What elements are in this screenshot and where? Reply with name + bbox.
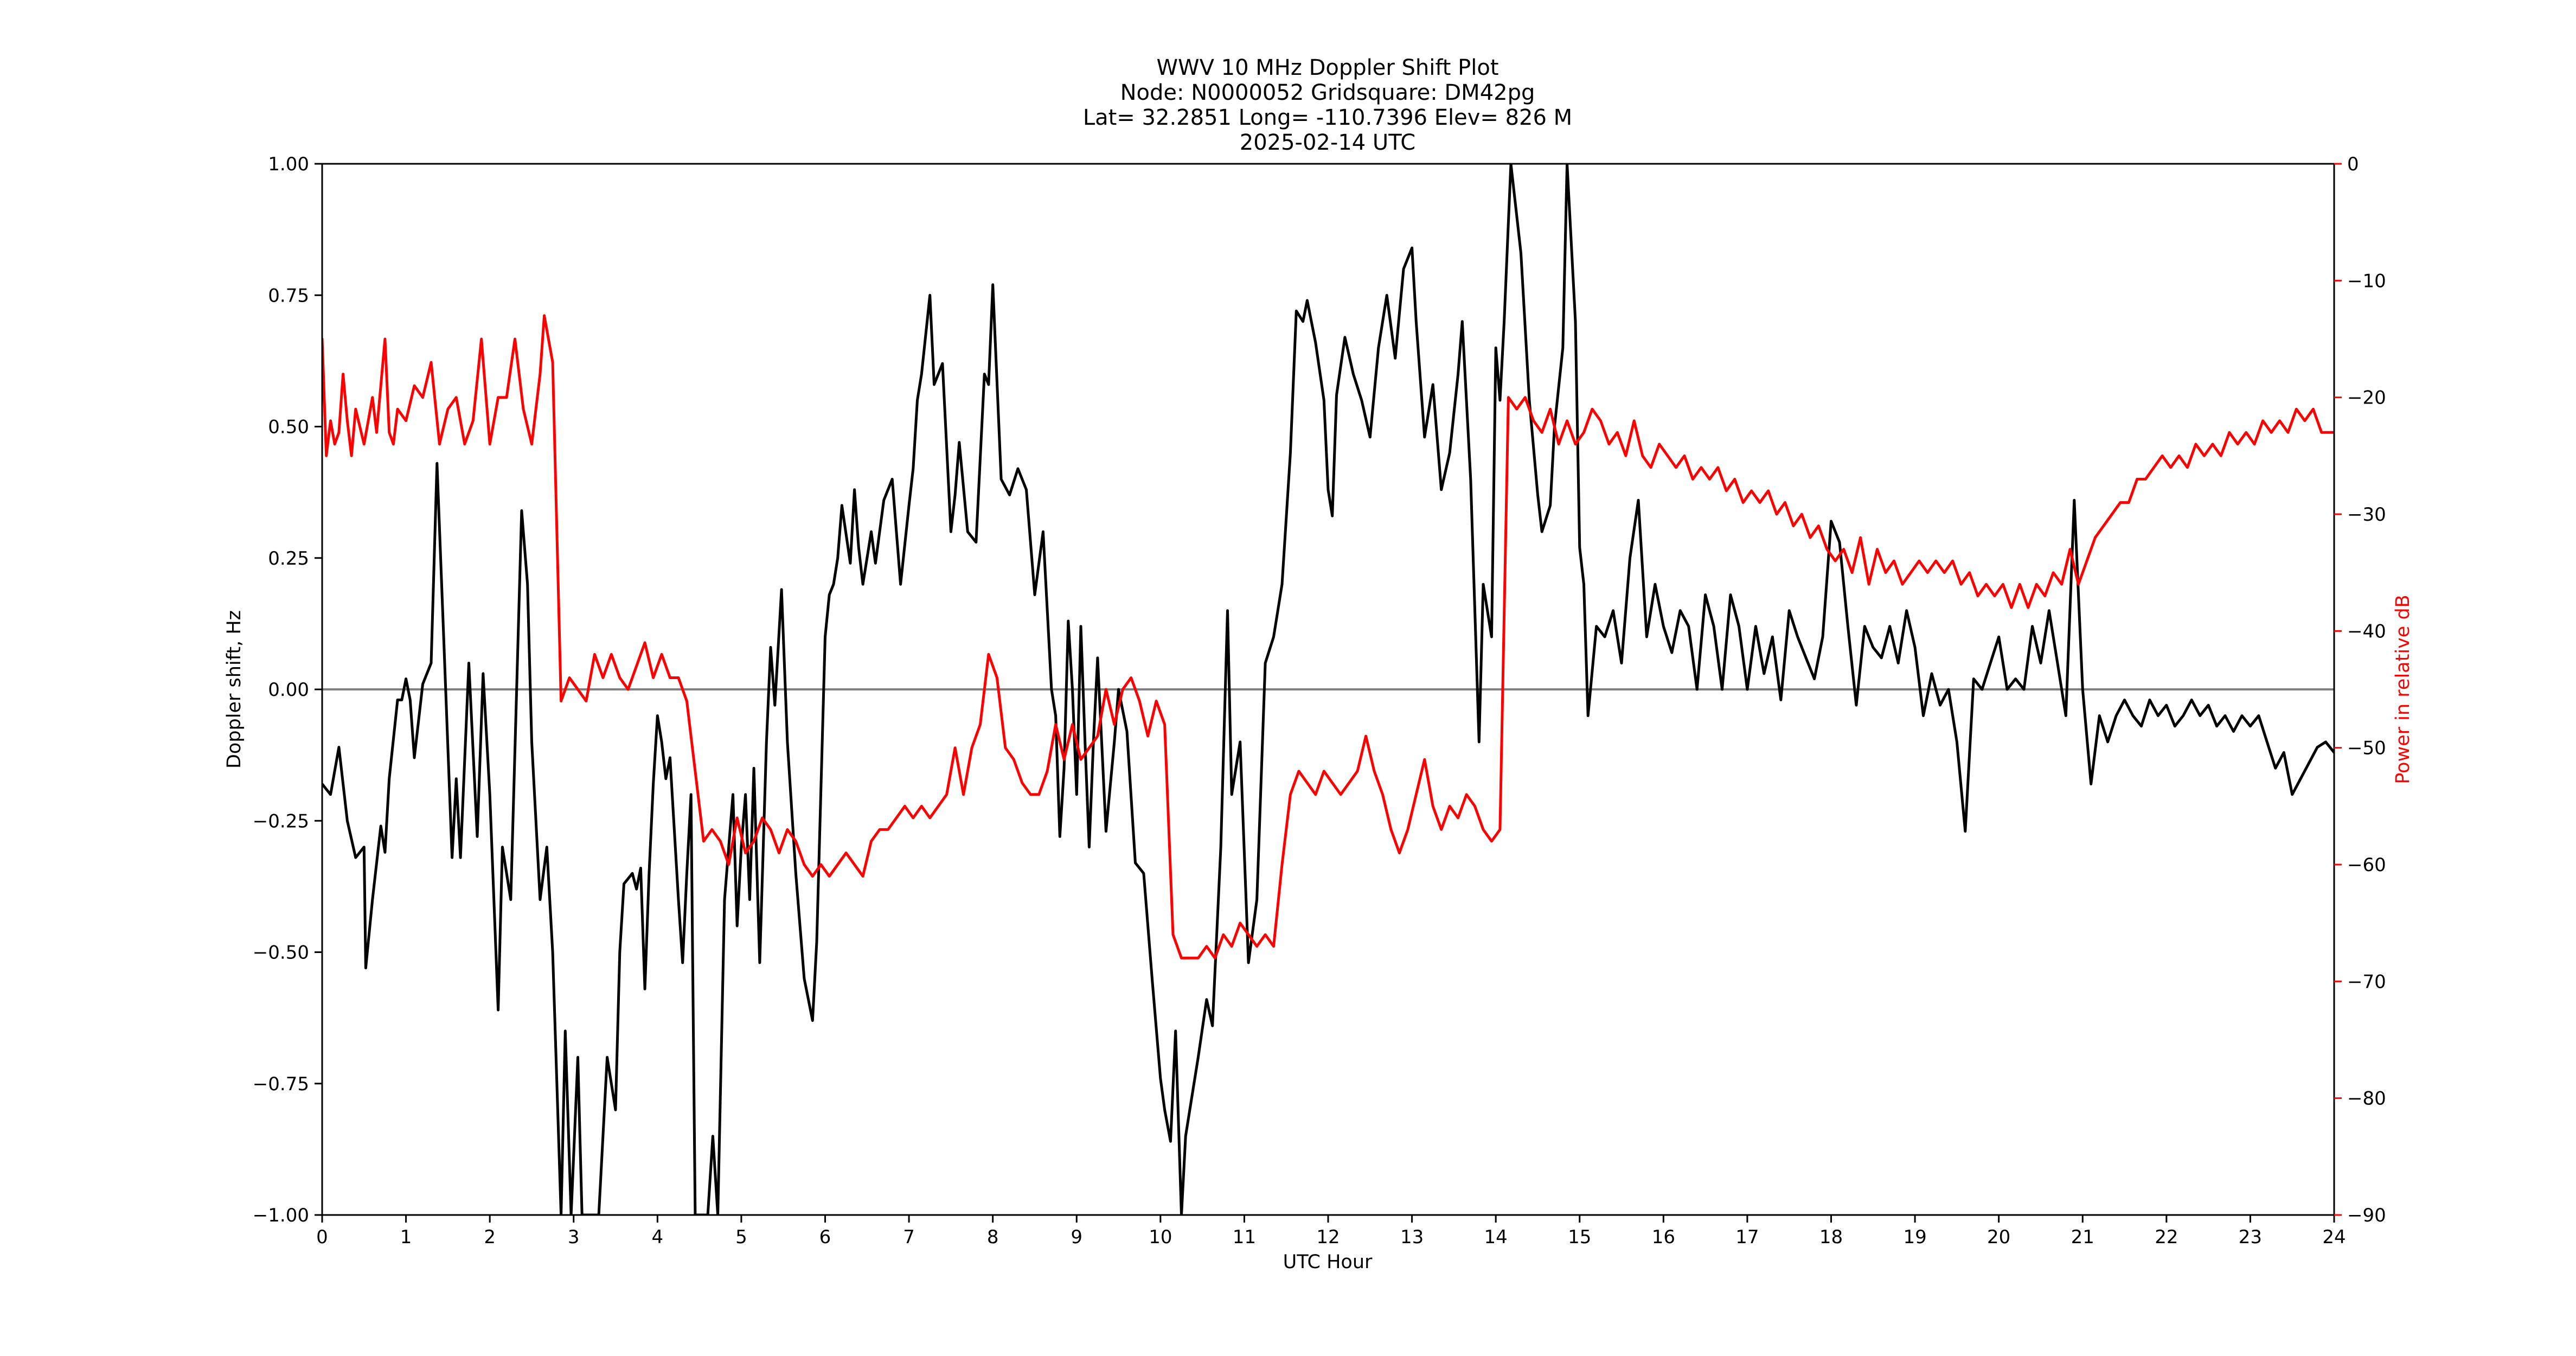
y-left-tick-label: 1.00 (268, 153, 309, 175)
y-right-tick-label: 0 (2347, 153, 2359, 175)
y-axis-right: −90 −80 −70 −60 −50 −40 −30 −20 −10 0 (2334, 153, 2386, 1226)
x-tick-label: 21 (2071, 1226, 2094, 1248)
y-right-tick-label: −30 (2347, 504, 2386, 526)
chart-title: WWV 10 MHz Doppler Shift Plot Node: N000… (1083, 55, 1572, 155)
x-tick-label: 23 (2239, 1226, 2262, 1248)
doppler-series-line (322, 164, 2334, 1215)
x-tick-label: 5 (735, 1226, 747, 1248)
y-left-tick-label: 0.25 (268, 548, 309, 570)
title-line-4: 2025-02-14 UTC (1240, 130, 1415, 155)
x-tick-label: 24 (2322, 1226, 2346, 1248)
x-tick-label: 22 (2155, 1226, 2178, 1248)
x-tick-label: 15 (1568, 1226, 1591, 1248)
y-left-tick-label: 0.50 (268, 417, 309, 438)
y-left-tick-label: 0.00 (268, 679, 309, 701)
y-left-tick-label: 0.75 (268, 285, 309, 306)
x-axis: 0 1 2 3 4 5 6 7 8 9 10 11 12 13 14 15 16 17 18 19 20 21 22 23 24 (316, 1215, 2346, 1248)
title-line-1: WWV 10 MHz Doppler Shift Plot (1156, 55, 1498, 80)
x-tick-label: 4 (652, 1226, 664, 1248)
x-axis-label: UTC Hour (1283, 1251, 1373, 1273)
y-left-tick-label: −0.25 (253, 810, 309, 832)
power-series-line (322, 314, 2334, 960)
x-tick-label: 6 (819, 1226, 831, 1248)
x-tick-label: 7 (903, 1226, 915, 1248)
y-axis-left-label: Doppler shift, Hz (223, 610, 245, 769)
x-tick-label: 13 (1400, 1226, 1424, 1248)
y-left-tick-label: −0.50 (253, 942, 309, 964)
x-tick-label: 0 (316, 1226, 328, 1248)
y-axis-right-label: Power in relative dB (2392, 594, 2414, 784)
x-tick-label: 8 (987, 1226, 999, 1248)
y-right-tick-label: −50 (2347, 738, 2386, 759)
x-tick-label: 1 (400, 1226, 412, 1248)
x-tick-label: 20 (1987, 1226, 2010, 1248)
title-line-2: Node: N0000052 Gridsquare: DM42pg (1120, 80, 1535, 105)
x-tick-label: 19 (1903, 1226, 1926, 1248)
y-right-tick-label: −80 (2347, 1088, 2386, 1110)
x-tick-label: 16 (1652, 1226, 1675, 1248)
y-right-tick-label: −90 (2347, 1205, 2386, 1226)
y-left-tick-label: −1.00 (253, 1205, 309, 1226)
y-right-tick-label: −40 (2347, 621, 2386, 642)
x-tick-label: 12 (1316, 1226, 1340, 1248)
x-tick-label: 17 (1735, 1226, 1759, 1248)
x-tick-label: 11 (1233, 1226, 1256, 1248)
y-right-tick-label: −10 (2347, 270, 2386, 292)
y-right-tick-label: −20 (2347, 387, 2386, 409)
y-right-tick-label: −60 (2347, 854, 2386, 876)
x-tick-label: 18 (1819, 1226, 1843, 1248)
y-left-tick-label: −0.75 (253, 1073, 309, 1095)
x-tick-label: 14 (1484, 1226, 1508, 1248)
x-tick-label: 3 (568, 1226, 580, 1248)
x-tick-label: 2 (484, 1226, 496, 1248)
y-right-tick-label: −70 (2347, 971, 2386, 993)
x-tick-label: 10 (1149, 1226, 1172, 1248)
x-tick-label: 9 (1071, 1226, 1082, 1248)
title-line-3: Lat= 32.2851 Long= -110.7396 Elev= 826 M (1083, 105, 1572, 130)
y-axis-left: −1.00 −0.75 −0.50 −0.25 0.00 0.25 0.50 0.75 1.00 (253, 153, 322, 1226)
